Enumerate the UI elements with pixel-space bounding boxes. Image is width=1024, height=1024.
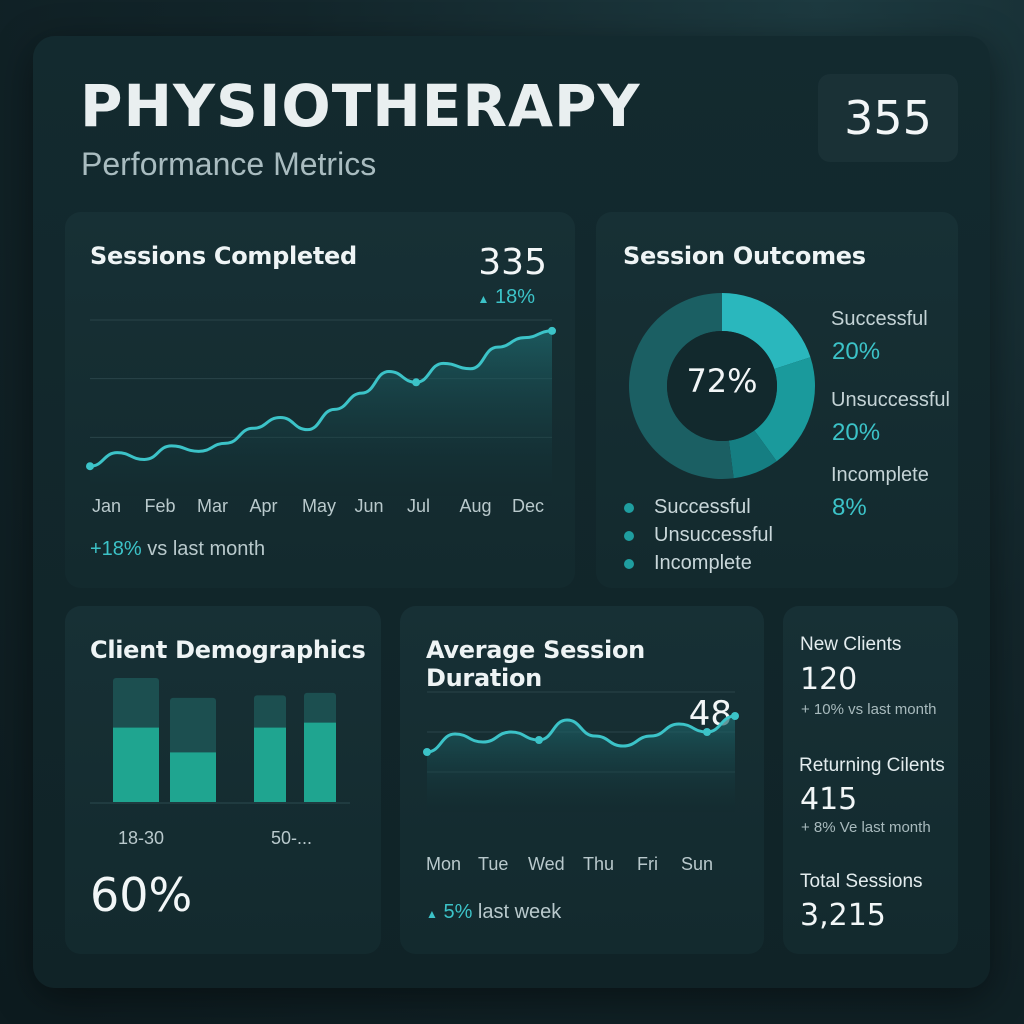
bar-segment	[254, 727, 286, 802]
card-title: Sessions Completed	[90, 242, 357, 270]
outcome-label: Unsuccessful	[831, 389, 950, 411]
returning-clients-label: Returning Cilents	[799, 755, 945, 776]
outcome-label: Incomplete	[831, 464, 929, 486]
sessions-change-value: 18%	[494, 286, 535, 308]
data-point	[423, 748, 431, 756]
up-triangle-icon: ▲	[426, 907, 438, 921]
donut-slice[interactable]	[629, 293, 734, 479]
outcome-label: Successful	[831, 308, 928, 330]
legend-item-unsuccessful[interactable]: Unsuccessful	[624, 524, 773, 547]
series-line	[426, 714, 736, 754]
client-demographics-card[interactable]: Client Demographics 18-30 50-... 60%	[65, 606, 381, 954]
month-label: Apr	[249, 496, 278, 516]
legend-item-successful[interactable]: Successful	[624, 496, 751, 519]
client-stats-card[interactable]: New Clients 120 + 10% vs last month Retu…	[783, 606, 958, 954]
tick-label: 50-...	[271, 828, 313, 848]
page-title: PHYSIOTHERAPY	[80, 72, 641, 140]
card-title: Client Demographics	[90, 636, 366, 664]
bar-segment	[170, 752, 216, 802]
outcomes-donut-chart	[629, 293, 815, 479]
duration-footer: ▲ 5% last week	[426, 901, 561, 924]
legend-dot-icon	[624, 530, 634, 541]
sessions-footer-change: +18%	[90, 538, 142, 560]
legend-dot-icon	[624, 558, 634, 569]
month-label: Jun	[354, 496, 384, 516]
bar-segment	[113, 727, 159, 802]
total-sessions-label: Total Sessions	[800, 871, 923, 892]
page-subtitle: Performance Metrics	[81, 146, 377, 182]
data-point	[548, 326, 556, 335]
demographics-big-value: 60%	[90, 868, 193, 922]
sessions-change: ▲ 18%	[478, 286, 535, 309]
card-title: Session Outcomes	[623, 242, 866, 270]
day-label: Tue	[478, 854, 509, 874]
new-clients-value: 120	[800, 662, 858, 697]
area-fill	[90, 330, 552, 496]
new-clients-sub: + 10% vs last month	[801, 701, 937, 718]
month-label: Feb	[144, 496, 176, 516]
legend-label: Incomplete	[654, 552, 752, 574]
day-label: Mon	[426, 854, 462, 874]
day-label: Wed	[528, 854, 565, 874]
duration-line-chart	[423, 691, 739, 812]
day-label: Sun	[681, 854, 714, 874]
day-label: Fri	[637, 854, 658, 874]
data-point	[535, 736, 543, 744]
bar-segment	[304, 722, 336, 802]
data-point	[86, 462, 94, 471]
sessions-value: 335	[478, 242, 547, 283]
tick-label: 18-30	[118, 828, 165, 848]
total-badge[interactable]: 355	[818, 74, 958, 162]
month-label: Aug	[459, 496, 492, 516]
session-outcomes-card[interactable]: Session Outcomes 72% Successful 20% Unsu…	[596, 212, 958, 588]
legend-item-incomplete[interactable]: Incomplete	[624, 552, 752, 575]
donut-slice[interactable]	[722, 293, 811, 370]
sessions-footer-text: vs last month	[147, 538, 266, 560]
data-point	[412, 378, 421, 387]
up-triangle-icon: ▲	[477, 292, 490, 306]
donut-center-value: 72%	[686, 362, 758, 400]
series-line	[89, 329, 553, 468]
demographics-bar-chart	[90, 678, 350, 804]
month-label: Mar	[197, 496, 228, 516]
donut-slice[interactable]	[728, 430, 777, 479]
month-label: Jul	[407, 496, 431, 516]
duration-footer-change: 5%	[443, 901, 473, 923]
returning-clients-sub: + 8% Ve last month	[801, 819, 931, 836]
sessions-line-chart	[86, 319, 556, 496]
donut-slice[interactable]	[754, 357, 815, 462]
day-label: Thu	[583, 854, 615, 874]
outcome-value: 8%	[832, 494, 867, 521]
card-title: Average Session Duration	[426, 636, 645, 692]
month-label: Dec	[512, 496, 545, 516]
outcome-value: 20%	[832, 419, 881, 446]
returning-clients-value: 415	[800, 782, 858, 817]
avg-duration-card[interactable]: Average Session Duration 48 ▲ 5% last we…	[400, 606, 764, 954]
legend-label: Unsuccessful	[654, 524, 773, 546]
month-label: May	[302, 496, 337, 516]
new-clients-label: New Clients	[800, 634, 902, 655]
sessions-completed-card[interactable]: Sessions Completed 335 ▲ 18% +18% vs las…	[65, 212, 575, 588]
legend-label: Successful	[654, 496, 751, 518]
legend-dot-icon	[624, 502, 634, 513]
data-point	[731, 712, 739, 720]
sessions-footer: +18% vs last month	[90, 538, 265, 561]
data-point	[703, 728, 711, 736]
total-sessions-value: 3,215	[800, 898, 886, 933]
duration-footer-text: last week	[477, 901, 562, 923]
area-fill	[427, 716, 735, 812]
outcome-value: 20%	[832, 338, 881, 365]
month-label: Jan	[92, 496, 122, 516]
